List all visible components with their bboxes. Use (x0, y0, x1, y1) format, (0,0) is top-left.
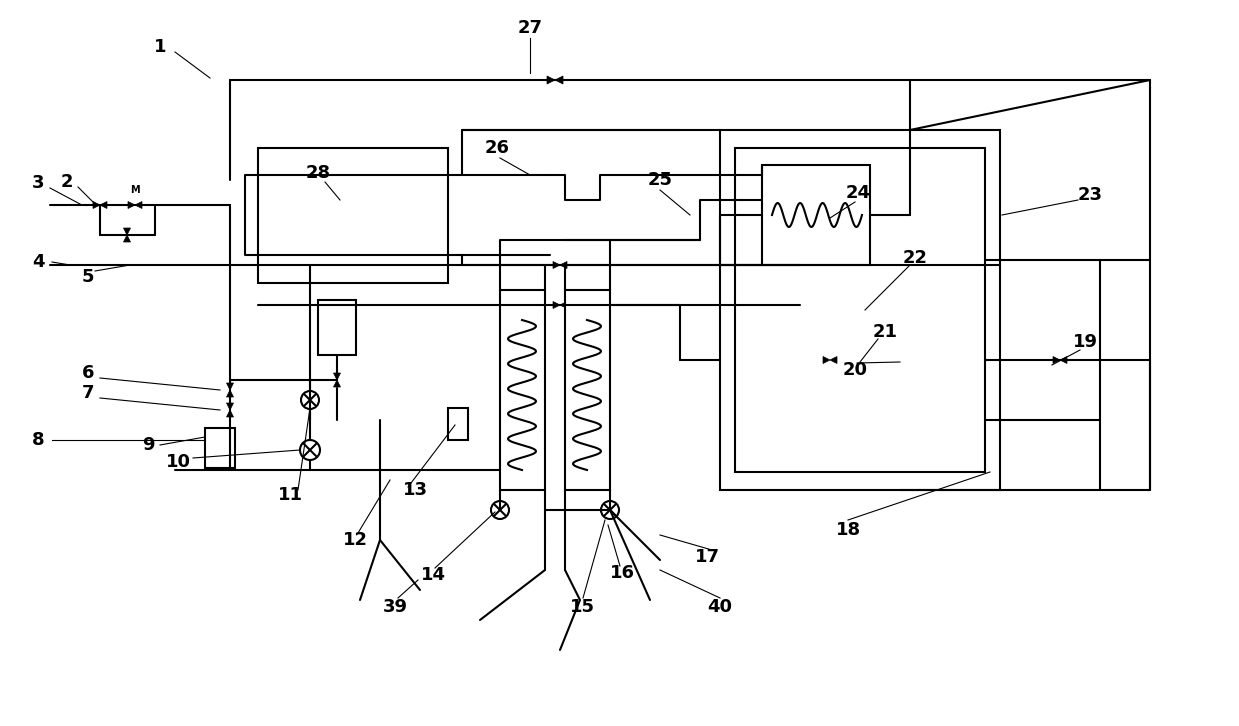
Text: 14: 14 (420, 566, 446, 584)
Text: 13: 13 (403, 481, 427, 499)
Text: 5: 5 (82, 268, 94, 286)
Polygon shape (560, 261, 567, 269)
Bar (258, 148, 449, 283)
Text: 4: 4 (32, 253, 45, 271)
Polygon shape (553, 261, 560, 269)
Bar (449, 408, 468, 440)
Text: 20: 20 (843, 361, 867, 379)
Polygon shape (124, 228, 130, 235)
Text: 8: 8 (32, 431, 45, 449)
Polygon shape (422, 261, 430, 269)
Text: 1: 1 (154, 38, 166, 56)
Text: 12: 12 (342, 531, 368, 549)
Text: 28: 28 (306, 164, 331, 182)
Bar (204, 428, 235, 468)
Text: 17: 17 (695, 548, 720, 566)
Polygon shape (333, 373, 341, 380)
Polygon shape (333, 380, 341, 387)
Polygon shape (124, 235, 130, 242)
Bar (762, 165, 870, 265)
Text: 9: 9 (141, 436, 154, 454)
Polygon shape (227, 403, 233, 410)
Text: 7: 7 (82, 384, 94, 402)
Bar (501, 290, 545, 490)
Text: 11: 11 (278, 486, 302, 504)
Text: 40: 40 (707, 598, 732, 616)
Bar (735, 148, 985, 472)
Polygon shape (93, 202, 100, 208)
Polygon shape (560, 301, 567, 309)
Text: 2: 2 (61, 173, 73, 191)
Polygon shape (430, 261, 437, 269)
Text: 22: 22 (902, 249, 928, 267)
Polygon shape (553, 301, 560, 309)
Polygon shape (1053, 356, 1061, 364)
Text: 39: 39 (383, 598, 408, 616)
Polygon shape (1061, 356, 1067, 364)
Text: 6: 6 (82, 364, 94, 382)
Polygon shape (100, 202, 107, 208)
Text: 21: 21 (872, 323, 897, 341)
Polygon shape (227, 390, 233, 397)
Text: 26: 26 (484, 139, 509, 157)
Text: 3: 3 (32, 174, 45, 192)
Text: 18: 18 (835, 521, 861, 539)
Polygon shape (128, 202, 135, 208)
Text: 19: 19 (1073, 333, 1098, 351)
Text: 15: 15 (570, 598, 595, 616)
Polygon shape (555, 76, 563, 84)
Polygon shape (546, 76, 555, 84)
Polygon shape (227, 410, 233, 417)
Text: 10: 10 (166, 453, 191, 471)
Bar (720, 130, 1000, 490)
Text: 25: 25 (648, 171, 673, 189)
Text: 16: 16 (610, 564, 634, 582)
Bar (318, 300, 356, 355)
Text: 24: 24 (845, 184, 871, 202)
Polygon shape (227, 383, 233, 390)
Text: 23: 23 (1078, 186, 1103, 204)
Polygon shape (135, 202, 142, 208)
Bar (565, 290, 610, 490)
Polygon shape (830, 356, 838, 364)
Text: 27: 27 (518, 19, 543, 37)
Text: M: M (130, 185, 140, 195)
Polygon shape (823, 356, 830, 364)
